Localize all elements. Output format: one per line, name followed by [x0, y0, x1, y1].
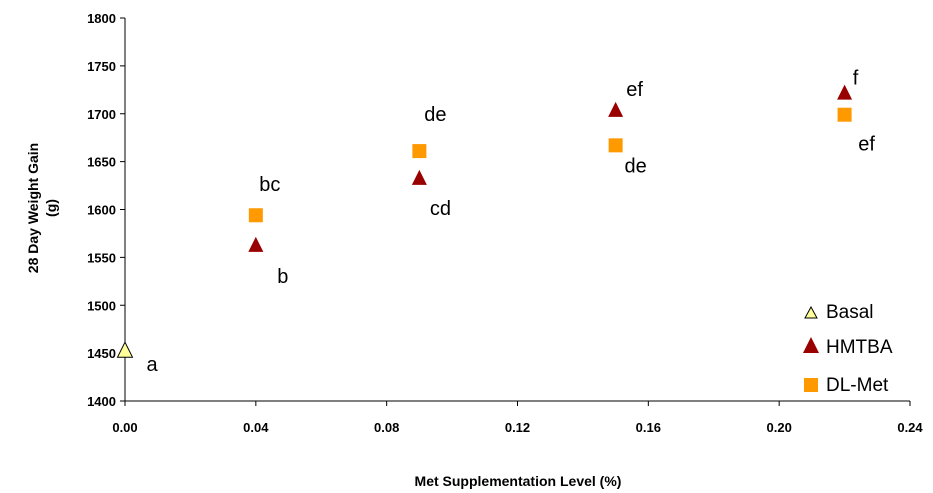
- point-label: cd: [430, 198, 451, 220]
- y-axis-title: 28 Day Weight Gain (g): [25, 143, 59, 273]
- y-tick-label: 1650: [87, 155, 116, 170]
- legend-marker-hmtba: [803, 337, 819, 353]
- x-tick-label: 0.20: [767, 420, 792, 435]
- x-axis-title: Met Supplementation Level (%): [415, 473, 622, 489]
- data-point-hmtba: [248, 236, 264, 252]
- legend-label-dl-met: DL-Met: [826, 375, 889, 396]
- data-point-hmtba: [411, 169, 427, 185]
- x-axis-ticks: 0.00 0.04 0.08 0.12 0.16 0.20 0.24: [112, 401, 923, 435]
- x-tick-label: 0.12: [505, 420, 530, 435]
- point-label: ef: [626, 79, 643, 101]
- point-label: de: [625, 155, 647, 177]
- legend-item-hmtba: HMTBA: [803, 337, 893, 358]
- data-point-hmtba: [837, 84, 853, 100]
- y-tick-label: 1500: [87, 298, 116, 313]
- y-tick-label: 1750: [87, 59, 116, 74]
- point-label: f: [853, 68, 859, 90]
- data-point-dl-met: [412, 144, 427, 159]
- data-markers: [116, 84, 853, 358]
- data-point-basal: [116, 341, 134, 358]
- point-label: ef: [858, 134, 875, 156]
- y-axis-title-line1: 28 Day Weight Gain: [25, 143, 41, 273]
- y-axis-ticks: 1400 1450 1500 1550 1600 1650 1700 1750 1800: [87, 11, 125, 409]
- point-label: de: [424, 104, 446, 126]
- y-tick-label: 1800: [87, 11, 116, 26]
- data-point-dl-met: [608, 138, 623, 153]
- legend-marker-dl-met: [804, 378, 818, 392]
- legend-item-basal: Basal: [804, 302, 874, 323]
- legend-label-hmtba: HMTBA: [826, 337, 893, 358]
- point-labels: a b cd ef f bc de de ef: [146, 68, 875, 377]
- legend: Basal HMTBA DL-Met: [803, 302, 893, 396]
- data-point-hmtba: [608, 101, 624, 117]
- point-label: b: [277, 266, 288, 288]
- legend-item-dl-met: DL-Met: [804, 375, 889, 396]
- point-label: bc: [259, 174, 280, 196]
- legend-label-basal: Basal: [826, 302, 874, 323]
- y-tick-label: 1450: [87, 346, 116, 361]
- point-label: a: [146, 354, 158, 376]
- x-tick-label: 0.04: [243, 420, 269, 435]
- x-tick-label: 0.00: [112, 420, 137, 435]
- y-tick-label: 1600: [87, 203, 116, 218]
- y-axis-title-line2: (g): [43, 199, 59, 217]
- x-tick-label: 0.16: [636, 420, 661, 435]
- legend-marker-basal: [804, 305, 818, 319]
- y-tick-label: 1400: [87, 394, 116, 409]
- data-point-dl-met: [837, 107, 852, 122]
- x-tick-label: 0.24: [897, 420, 923, 435]
- y-tick-label: 1700: [87, 107, 116, 122]
- x-tick-label: 0.08: [374, 420, 399, 435]
- y-tick-label: 1550: [87, 250, 116, 265]
- data-point-dl-met: [248, 208, 263, 223]
